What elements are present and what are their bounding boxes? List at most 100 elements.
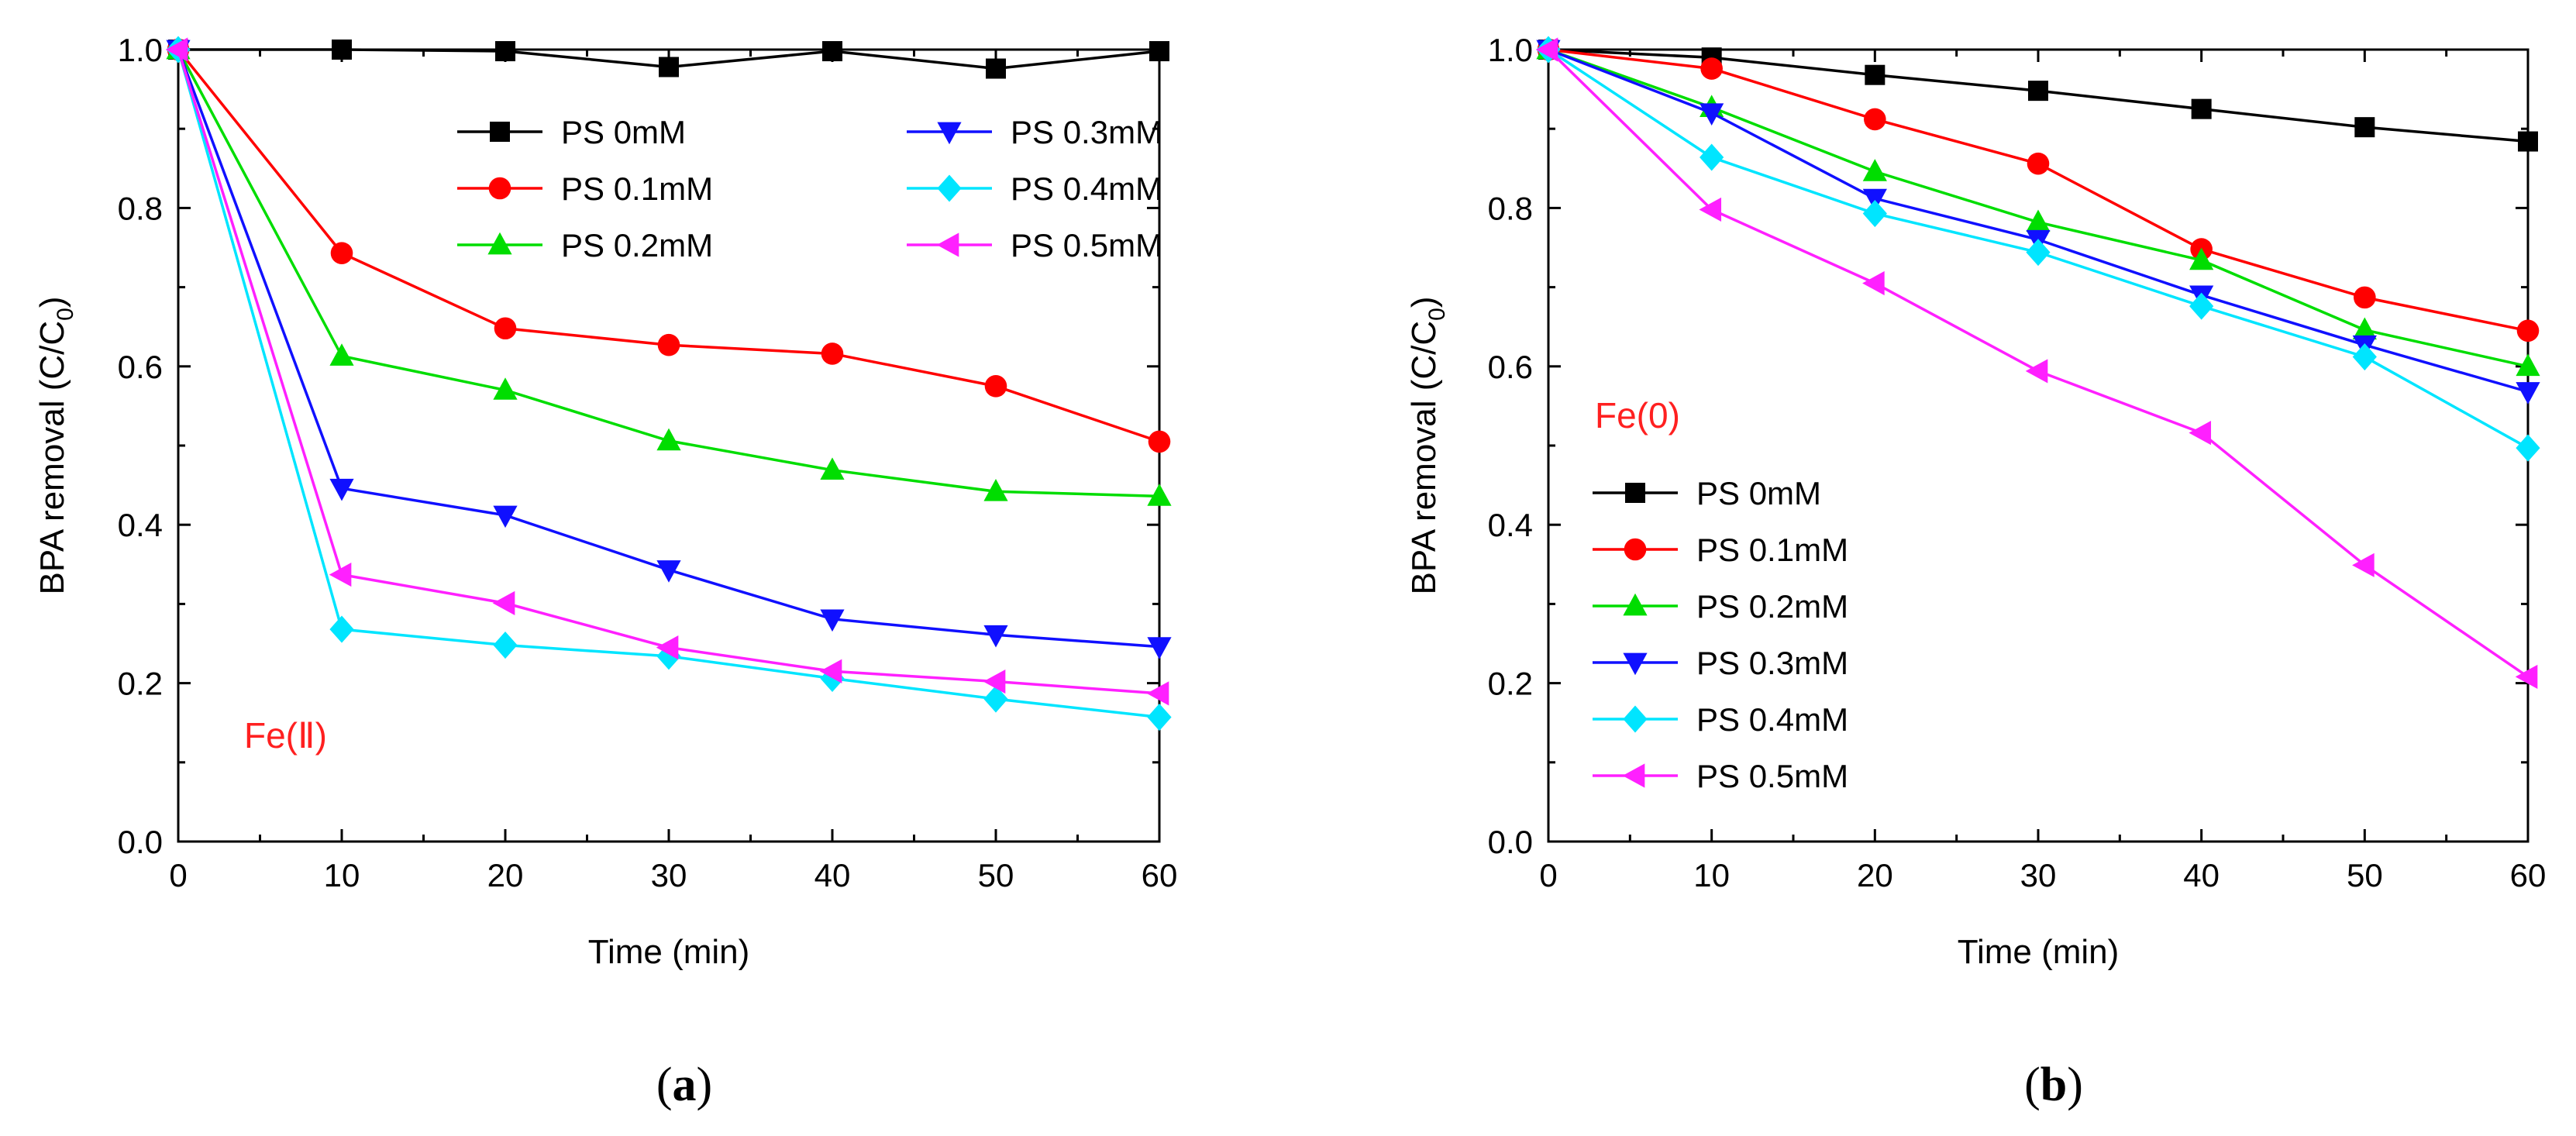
data-point bbox=[819, 659, 842, 683]
data-point bbox=[330, 242, 353, 264]
y-axis-title-main: BPA removal (C/C bbox=[1405, 321, 1443, 595]
y-axis-title-end: ) bbox=[33, 296, 71, 308]
x-tick-label: 50 bbox=[978, 857, 1014, 893]
panel-label-letter: b bbox=[2040, 1059, 2067, 1111]
y-tick-label: 0.2 bbox=[118, 666, 163, 702]
data-point bbox=[1862, 270, 1885, 296]
y-axis-title: BPA removal (C/C0) bbox=[33, 296, 78, 594]
series-PS-0_5mM bbox=[165, 37, 1169, 706]
data-point bbox=[983, 685, 1008, 713]
legend-entry: PS 0.2mM bbox=[1593, 588, 1848, 625]
data-point bbox=[2189, 247, 2214, 270]
data-point bbox=[986, 58, 1006, 79]
y-tick-label: 1.0 bbox=[1488, 32, 1533, 68]
legend-marker bbox=[487, 232, 512, 255]
data-point bbox=[2028, 81, 2048, 102]
data-point bbox=[656, 428, 681, 451]
legend-marker bbox=[937, 174, 962, 202]
data-point bbox=[1862, 159, 1887, 181]
legend-entry: PS 0mM bbox=[1593, 475, 1821, 511]
x-tick-label: 0 bbox=[1539, 857, 1557, 893]
legend-marker bbox=[1622, 763, 1645, 788]
legend-marker bbox=[1624, 538, 1647, 561]
legend-marker bbox=[490, 122, 510, 142]
y-tick-label: 1.0 bbox=[118, 32, 163, 68]
data-point bbox=[329, 343, 354, 366]
x-tick-label: 20 bbox=[1857, 857, 1893, 893]
x-tick-label: 30 bbox=[651, 857, 687, 893]
data-point bbox=[820, 457, 845, 480]
legend-label: PS 0.3mM bbox=[1011, 114, 1162, 150]
data-point bbox=[2189, 421, 2212, 446]
series-PS-0_1mM bbox=[167, 38, 1171, 453]
data-point bbox=[492, 590, 515, 615]
data-point bbox=[820, 609, 845, 632]
data-point bbox=[1149, 41, 1169, 62]
data-point bbox=[1146, 681, 1169, 706]
data-point bbox=[1862, 200, 1887, 228]
chart-annotation: Fe(Ⅱ) bbox=[244, 715, 327, 756]
data-point bbox=[659, 57, 679, 77]
data-point bbox=[493, 505, 518, 528]
legend-label: PS 0.3mM bbox=[1696, 645, 1848, 681]
legend-entry: PS 0.3mM bbox=[907, 114, 1162, 150]
data-point bbox=[1700, 103, 1724, 126]
legend-entry: PS 0.5mM bbox=[1593, 758, 1848, 794]
legend-marker bbox=[488, 177, 511, 200]
data-point bbox=[165, 37, 188, 62]
chart-annotation: Fe(0) bbox=[1595, 395, 1680, 435]
y-axis-title-subscript: 0 bbox=[1424, 308, 1450, 321]
legend: PS 0mM PS 0.1mM PS 0.2mM PS 0.3mM PS 0.4mM PS… bbox=[457, 114, 1162, 263]
data-point bbox=[1865, 64, 1886, 85]
data-point bbox=[2352, 553, 2375, 577]
legend-entry: PS 0.5mM bbox=[907, 227, 1162, 263]
data-point bbox=[2025, 359, 2048, 384]
series-PS-0_4mM bbox=[1536, 36, 2540, 462]
y-axis-title-end: ) bbox=[1405, 296, 1443, 308]
panel-label: (b) bbox=[2024, 1059, 2083, 1111]
data-point bbox=[983, 669, 1006, 694]
legend-entry: PS 0.3mM bbox=[1593, 645, 1848, 681]
x-tick-label: 50 bbox=[2347, 857, 2383, 893]
data-point bbox=[332, 40, 352, 60]
data-point bbox=[2518, 131, 2538, 152]
legend-marker bbox=[1623, 705, 1648, 733]
x-tick-label: 10 bbox=[324, 857, 360, 893]
y-tick-label: 0.2 bbox=[1488, 666, 1533, 702]
data-point bbox=[983, 479, 1008, 501]
chart-panel-a: 0 10 20 30 40 50 60 0.0 0.2 0.4 0.6 0.8 1.0 Time (min… bbox=[33, 32, 1177, 1111]
x-tick-label: 10 bbox=[1693, 857, 1730, 893]
y-tick-label: 0.8 bbox=[118, 190, 163, 226]
series-PS-0_2mM bbox=[166, 36, 1172, 506]
x-tick-label: 30 bbox=[2020, 857, 2057, 893]
legend-label: PS 0.2mM bbox=[1696, 588, 1848, 625]
data-point bbox=[2354, 286, 2376, 309]
panel-label: (a) bbox=[656, 1059, 712, 1111]
data-point bbox=[1147, 703, 1172, 732]
data-point bbox=[657, 333, 680, 356]
data-point bbox=[493, 377, 518, 400]
data-point bbox=[2516, 353, 2540, 377]
legend: PS 0mM PS 0.1mM PS 0.2mM PS 0.3mM PS 0.4mM PS… bbox=[1593, 475, 1848, 794]
panel-label-letter: a bbox=[673, 1059, 697, 1111]
data-point bbox=[2516, 382, 2540, 404]
x-tick-label: 60 bbox=[2510, 857, 2547, 893]
data-point bbox=[821, 343, 844, 365]
legend-label: PS 0.5mM bbox=[1011, 227, 1162, 263]
y-axis-title-main: BPA removal (C/C bbox=[33, 321, 71, 595]
legend-label: PS 0.1mM bbox=[1696, 532, 1848, 568]
legend-entry: PS 0mM bbox=[457, 114, 686, 150]
series-line bbox=[1547, 48, 2529, 678]
data-point bbox=[1699, 197, 1722, 222]
x-tick-label: 20 bbox=[487, 857, 524, 893]
data-point bbox=[329, 478, 354, 501]
data-point bbox=[656, 560, 681, 583]
data-point bbox=[2026, 209, 2051, 232]
legend-marker bbox=[1625, 483, 1645, 503]
y-axis-title: BPA removal (C/C0) bbox=[1405, 296, 1450, 594]
data-point bbox=[983, 625, 1008, 648]
data-point bbox=[2026, 239, 2051, 267]
data-point bbox=[1147, 637, 1172, 659]
panel-label-open: ( bbox=[2024, 1059, 2040, 1111]
